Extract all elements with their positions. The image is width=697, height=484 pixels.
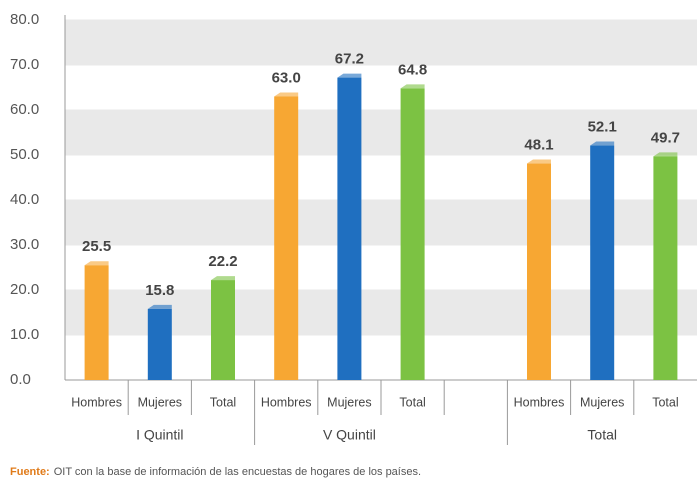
group-label: Total: [587, 427, 617, 443]
x-tick-label: Mujeres: [138, 395, 182, 409]
bar-cap: [211, 276, 235, 281]
bar-cap: [590, 141, 615, 146]
value-label: 67.2: [335, 51, 364, 68]
group-label: V Quintil: [323, 427, 376, 443]
x-tick-label: Total: [210, 395, 236, 409]
bar-cap: [337, 73, 362, 78]
source: Fuente: OIT con la base de información de…: [10, 466, 421, 478]
value-label: 64.8: [398, 61, 427, 78]
y-tick-label: 30.0: [10, 236, 39, 253]
x-tick-label: Hombres: [261, 395, 312, 409]
bar: [274, 96, 299, 380]
x-tick-label: Hombres: [514, 395, 565, 409]
bar-cap: [84, 261, 109, 266]
bar: [84, 265, 109, 380]
x-tick-label: Hombres: [71, 395, 122, 409]
bar-cap: [147, 304, 172, 309]
group-label: I Quintil: [136, 427, 183, 443]
value-label: 48.1: [524, 137, 553, 154]
y-tick-label: 60.0: [10, 101, 39, 118]
bar-cap: [653, 152, 678, 157]
bar-cap: [400, 84, 425, 89]
x-tick-label: Total: [652, 395, 678, 409]
y-tick-label: 0.0: [10, 371, 31, 388]
bar: [337, 77, 362, 380]
bar-cap: [274, 92, 299, 97]
y-tick-label: 20.0: [10, 281, 39, 298]
bar: [211, 280, 235, 380]
value-label: 49.7: [651, 129, 680, 146]
bar: [653, 156, 678, 380]
y-tick-label: 80.0: [10, 11, 39, 28]
value-label: 22.2: [208, 253, 237, 270]
bar: [527, 163, 551, 380]
value-label: 15.8: [145, 282, 174, 299]
y-tick-label: 50.0: [10, 146, 39, 163]
x-tick-label: Total: [399, 395, 425, 409]
y-tick-label: 70.0: [10, 56, 39, 73]
bar-cap: [527, 159, 551, 164]
bar: [147, 308, 172, 380]
source-label: Fuente:: [10, 466, 50, 478]
value-label: 25.5: [82, 238, 111, 255]
source-text: OIT con la base de información de las en…: [54, 466, 421, 478]
y-tick-label: 10.0: [10, 326, 39, 343]
value-label: 52.1: [588, 119, 617, 136]
bar: [590, 145, 615, 380]
grid-band: [65, 20, 697, 65]
x-tick-label: Mujeres: [327, 395, 371, 409]
value-label: 63.0: [272, 69, 301, 86]
x-tick-label: Mujeres: [580, 395, 624, 409]
bar: [400, 88, 425, 381]
y-tick-label: 40.0: [10, 191, 39, 208]
